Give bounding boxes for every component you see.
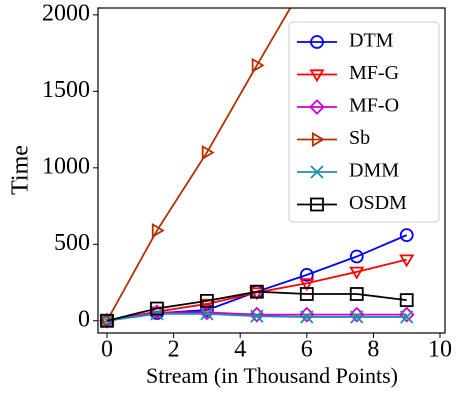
x-tick-label: 4: [234, 337, 246, 363]
legend-label: OSDM: [349, 192, 407, 214]
legend-label: Sb: [349, 127, 370, 149]
x-tick-label: 0: [101, 337, 113, 363]
marker: [251, 57, 265, 73]
marker: [100, 313, 114, 328]
marker: [399, 228, 414, 243]
x-axis-label: Stream (in Thousand Points): [146, 363, 398, 388]
x-tick-label: 2: [168, 337, 180, 363]
y-tick-label: 1000: [42, 153, 90, 179]
series-line: [106, 290, 407, 322]
marker: [399, 293, 414, 308]
marker: [199, 293, 214, 308]
legend-label: MF-O: [349, 95, 399, 117]
y-tick-label: 1500: [42, 77, 90, 103]
marker: [249, 284, 264, 299]
series-line: [106, 311, 407, 322]
marker: [300, 310, 314, 324]
marker: [400, 310, 414, 324]
marker: [349, 249, 364, 264]
marker: [199, 298, 215, 312]
y-tick-label: 0: [78, 306, 90, 332]
marker: [349, 266, 365, 280]
marker: [350, 310, 364, 324]
marker: [311, 131, 325, 148]
marker: [310, 35, 324, 49]
x-tick-label: 10: [428, 337, 452, 363]
marker: [309, 69, 325, 83]
x-tick-label: 8: [367, 337, 379, 363]
marker: [201, 144, 215, 161]
plot-area: [99, 8, 415, 329]
y-tick-label: 500: [54, 230, 90, 256]
y-tick-label: 2000: [42, 0, 90, 26]
marker: [309, 99, 325, 115]
series-line: [106, 8, 292, 322]
marker: [349, 287, 364, 301]
y-axis-label: Time: [8, 145, 34, 195]
marker: [250, 309, 264, 323]
marker: [100, 314, 114, 328]
marker: [299, 287, 314, 301]
marker: [299, 267, 314, 282]
marker: [151, 222, 165, 239]
marker: [310, 165, 324, 179]
marker: [150, 301, 164, 316]
marker: [299, 278, 315, 292]
marker: [249, 287, 265, 301]
marker: [399, 254, 415, 268]
axes-frame: [97, 7, 446, 334]
legend-label: DMM: [349, 160, 399, 182]
marker: [310, 197, 324, 212]
legend-label: DTM: [349, 30, 394, 52]
marker: [200, 307, 214, 321]
x-tick-label: 6: [301, 337, 313, 363]
legend-label: MF-G: [349, 62, 399, 84]
marker: [101, 313, 115, 329]
